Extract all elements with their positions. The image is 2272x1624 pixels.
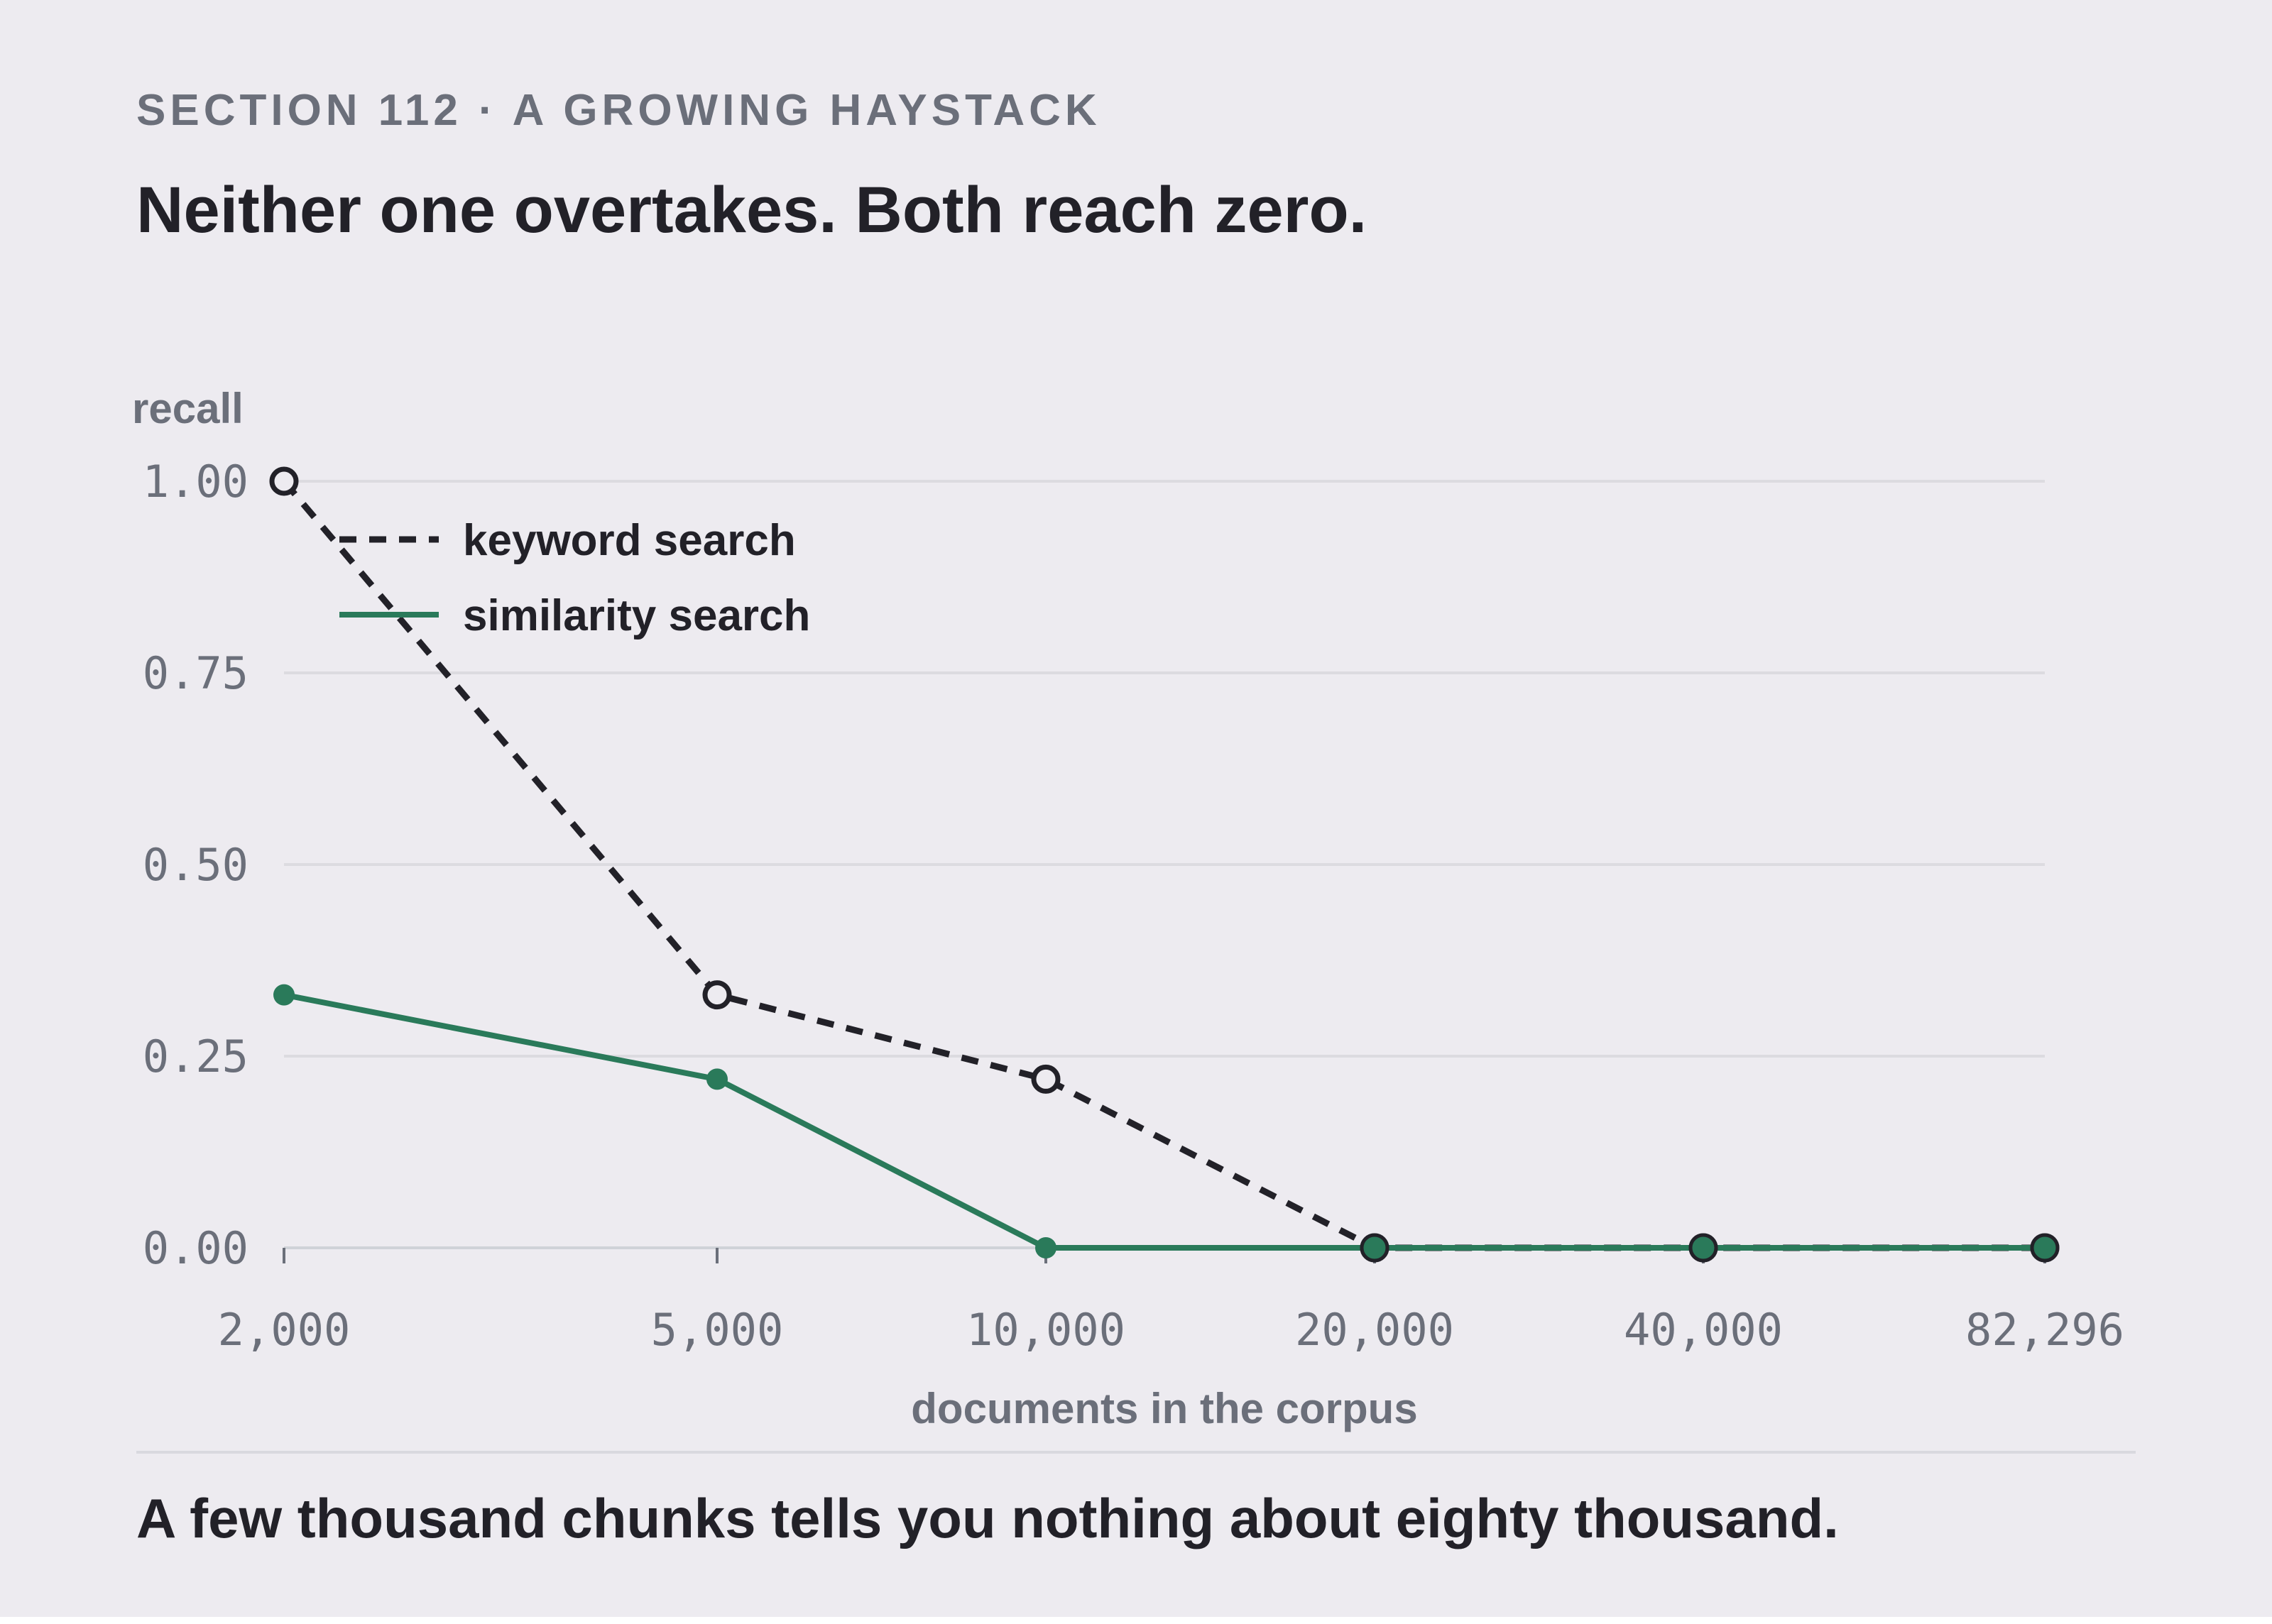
similarity-point <box>1035 1237 1056 1258</box>
x-tick-label: 20,000 <box>1295 1304 1454 1356</box>
divider <box>136 1451 2136 1454</box>
y-tick-label: 0.00 <box>143 1222 248 1274</box>
series-lines <box>269 466 2060 1263</box>
y-tick-label: 0.25 <box>143 1031 248 1082</box>
similarity-point <box>706 1068 728 1090</box>
similarity-point <box>1688 1233 1718 1263</box>
x-tick-label: 2,000 <box>218 1304 351 1356</box>
x-tick-label: 10,000 <box>966 1304 1125 1356</box>
headline: Neither one overtakes. Both reach zero. <box>136 174 1367 246</box>
keyword-point <box>702 980 732 1010</box>
x-tick-label: 5,000 <box>651 1304 784 1356</box>
y-tick-labels: 0.00 0.25 0.50 0.75 1.00 <box>143 456 248 1274</box>
y-tick-label: 0.75 <box>143 647 248 699</box>
y-tick-label: 1.00 <box>143 456 248 508</box>
y-axis-label: recall <box>132 385 244 432</box>
y-tick-label: 0.50 <box>143 839 248 891</box>
keyword-point <box>1031 1064 1061 1094</box>
recall-chart: recall 0.00 0.25 0.50 0.75 1.00 2,000 5,000 10… <box>132 385 2124 1432</box>
similarity-series-line <box>283 992 2045 1251</box>
x-tick-label: 40,000 <box>1624 1304 1783 1356</box>
keyword-point <box>269 466 299 496</box>
similarity-point <box>2030 1233 2060 1263</box>
legend: keyword search similarity search <box>339 516 810 640</box>
legend-similarity-label: similarity search <box>463 591 810 640</box>
similarity-point <box>273 984 295 1006</box>
similarity-point <box>1360 1233 1389 1263</box>
x-tick-labels: 2,000 5,000 10,000 20,000 40,000 82,296 <box>218 1248 2124 1356</box>
x-tick-label: 82,296 <box>1965 1304 2124 1356</box>
legend-keyword-label: keyword search <box>463 516 796 565</box>
takeaway: A few thousand chunks tells you nothing … <box>136 1487 1839 1549</box>
x-axis-label: documents in the corpus <box>911 1385 1417 1432</box>
section-label: SECTION 112 · A GROWING HAYSTACK <box>136 86 1101 135</box>
